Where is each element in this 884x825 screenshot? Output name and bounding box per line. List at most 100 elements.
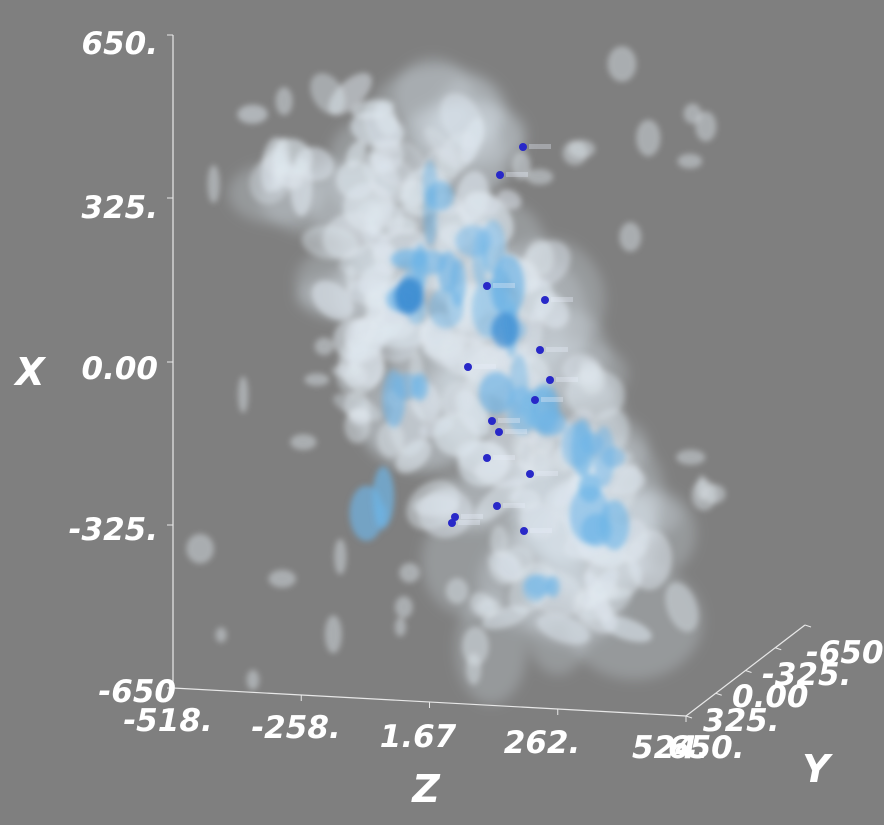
x-tick-label: -650 — [98, 674, 176, 710]
isosurface-fragment — [334, 538, 347, 575]
axes-group: 650. 325. 0.00 -325. -650 -518. -258. 1.… — [13, 26, 884, 811]
data-marker — [464, 363, 472, 371]
data-marker — [483, 454, 491, 462]
y-axis-title: Y — [802, 747, 833, 791]
isosurface-fragment — [207, 165, 220, 203]
isosurface-shell — [311, 280, 354, 321]
isosurface-inner — [524, 574, 553, 597]
isosurface-inner — [450, 258, 466, 307]
isosurface-inner — [374, 503, 389, 531]
data-marker — [483, 282, 491, 290]
data-marker — [526, 470, 534, 478]
data-marker — [448, 519, 456, 527]
data-marker — [531, 396, 539, 404]
isosurface-core — [491, 312, 519, 348]
isosurface-fragment — [511, 151, 531, 180]
y-tick-label: 0.00 — [732, 679, 809, 715]
isosurface-fragment — [365, 292, 383, 325]
marker-label — [506, 172, 528, 177]
x-tick-label: 0.00 — [82, 351, 159, 387]
marker-label — [505, 429, 527, 434]
isosurface-shell — [460, 118, 484, 164]
x-tick-label: 650. — [82, 26, 159, 62]
isosurface-fragment — [591, 582, 618, 599]
isosurface-inner — [422, 160, 438, 209]
marker-label — [536, 471, 558, 476]
isosurface-shell — [628, 529, 673, 591]
isosurface-fragment — [304, 373, 330, 386]
y-tick-label: -325. — [762, 657, 851, 693]
z-tick-label: -518. — [123, 703, 212, 739]
y-tick-mark — [715, 692, 722, 696]
isosurface-inner — [593, 425, 615, 487]
isosurface-fragment — [683, 103, 702, 124]
y-tick-mark — [685, 715, 693, 719]
marker-label — [541, 397, 563, 402]
x-tick-label: -325. — [69, 512, 158, 548]
isosurface-fragment — [324, 615, 342, 654]
marker-label — [551, 297, 573, 302]
z-tick-label: -258. — [251, 710, 340, 746]
isosurface-shell — [481, 605, 529, 630]
isosurface-inner — [521, 387, 559, 431]
marker-label — [498, 418, 520, 423]
x-axis-title: X — [13, 350, 46, 394]
isosurface-inner-layer — [349, 160, 630, 602]
isosurface-shell — [237, 104, 268, 124]
isosurface-shell — [665, 582, 699, 632]
data-marker — [493, 502, 501, 510]
isosurface-fragment — [395, 596, 413, 618]
isosurface-fragment — [215, 627, 227, 643]
isosurface-shell — [536, 613, 590, 645]
data-marker — [520, 527, 528, 535]
marker-label — [546, 347, 568, 352]
isosurface-fragment — [246, 670, 260, 690]
data-marker — [451, 513, 459, 521]
data-marker — [488, 417, 496, 425]
marker-label — [493, 455, 515, 460]
isosurface-fragment — [275, 87, 293, 116]
isosurface-fragment — [344, 409, 371, 444]
isosurface-outer-layer — [186, 46, 726, 704]
isosurface-inner — [569, 485, 610, 544]
isosurface-fragment — [345, 264, 356, 292]
z-tick-label: 1.67 — [380, 719, 457, 755]
isosurface-fragment — [490, 525, 508, 557]
isosurface-fragment — [399, 562, 420, 583]
marker-label — [529, 144, 551, 149]
isosurface-inner — [490, 268, 511, 312]
isosurface-shell — [520, 502, 558, 539]
data-marker — [496, 171, 504, 179]
isosurface-fragment — [314, 337, 334, 356]
data-marker — [541, 296, 549, 304]
data-marker — [495, 428, 503, 436]
isosurface-fragment — [331, 364, 361, 378]
x-tick-label: 325. — [82, 190, 159, 226]
data-marker — [536, 346, 544, 354]
marker-label — [530, 528, 552, 533]
marker-label — [474, 364, 496, 369]
isosurface-fragment — [619, 222, 642, 252]
isosurface-fragment — [462, 626, 489, 666]
isosurface-shell — [301, 225, 358, 260]
y-tick-mark — [775, 647, 782, 651]
isosurface-fragment — [568, 140, 596, 158]
marker-layer — [448, 143, 578, 535]
data-marker — [519, 143, 527, 151]
isosurface-shell — [310, 73, 346, 115]
marker-label — [503, 503, 525, 508]
z-tick-label: 524. — [632, 730, 709, 766]
z-tick-label: 262. — [504, 725, 581, 761]
isosurface-fragment — [579, 362, 605, 394]
isosurface-inner — [478, 371, 514, 414]
isosurface-shell — [488, 551, 525, 581]
isosurface-fragment — [695, 111, 717, 142]
y-tick-mark — [745, 670, 752, 673]
isosurface-fragment — [676, 449, 706, 465]
isosurface-shell — [424, 127, 464, 170]
isosurface-fragment — [696, 475, 708, 501]
isosurface-fragment — [526, 169, 554, 185]
isosurface-fragment — [377, 421, 404, 458]
